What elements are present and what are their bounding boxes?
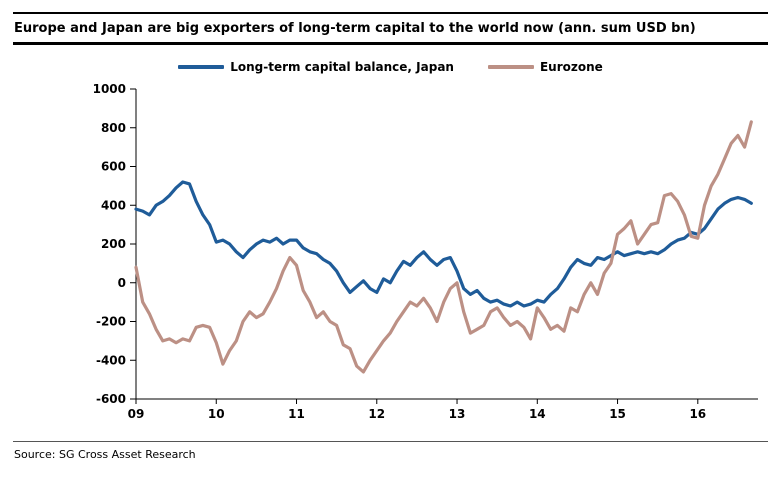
japan-series-line [134,180,753,308]
chart-area: -600 -400 -200 0 200 400 600 800 1000 09 10 11 12 13 1… [40,81,768,433]
legend-label-japan: Long-term capital balance, Japan [230,60,454,74]
y-axis-tick-label: 200 [101,237,126,251]
y-axis-tick-label: 800 [101,121,126,135]
legend-item-japan: Long-term capital balance, Japan [178,60,454,74]
y-axis-tick-label: 1000 [93,82,126,96]
y-axis-tick-label: 400 [101,198,126,212]
x-axis-tick-label: 13 [449,407,466,421]
line-chart: -600 -400 -200 0 200 400 600 800 1000 09 10 11 12 13 1… [93,82,758,421]
y-axis-tick-label: 0 [118,276,126,290]
eurozone-line-swatch [487,65,534,69]
chart-legend: Long-term capital balance, Japan Eurozon… [13,57,768,77]
legend-label-eurozone: Eurozone [539,60,603,74]
japan-line-swatch [178,65,225,69]
x-axis-tick-label: 11 [288,407,305,421]
eurozone-series-line [134,120,753,374]
title-divider [13,42,768,45]
y-axis-tick-label: -600 [96,392,126,406]
x-axis-tick-label: 09 [128,407,145,421]
chart-title: Europe and Japan are big exporters of lo… [14,21,696,36]
top-divider [13,12,768,14]
source-note: Source: SG Cross Asset Research [14,448,196,461]
y-axis-tick-label: 600 [101,160,126,174]
x-axis-tick-label: 16 [689,407,706,421]
x-axis-tick-label: 15 [609,407,626,421]
x-axis-tick-label: 14 [529,407,546,421]
x-axis-tick-label: 12 [368,407,385,421]
x-axis-tick-label: 10 [208,407,225,421]
source-divider [13,441,768,442]
y-axis-tick-label: -400 [96,353,126,367]
y-axis-tick-label: -200 [96,315,126,329]
legend-item-eurozone: Eurozone [487,60,603,74]
